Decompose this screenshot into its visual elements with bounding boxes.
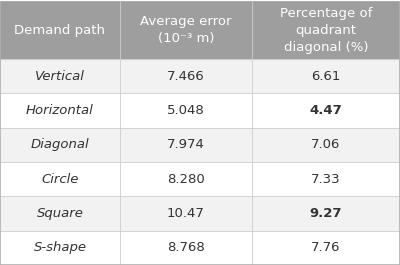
Text: 7.76: 7.76 bbox=[311, 241, 341, 254]
Text: 7.974: 7.974 bbox=[167, 138, 205, 151]
Text: S-shape: S-shape bbox=[34, 241, 86, 254]
Text: 9.27: 9.27 bbox=[310, 207, 342, 220]
Text: 10.47: 10.47 bbox=[167, 207, 205, 220]
Text: 7.466: 7.466 bbox=[167, 70, 205, 83]
Text: Square: Square bbox=[36, 207, 84, 220]
Text: 5.048: 5.048 bbox=[167, 104, 205, 117]
Text: Vertical: Vertical bbox=[35, 70, 85, 83]
Text: 4.47: 4.47 bbox=[310, 104, 342, 117]
Text: Demand path: Demand path bbox=[14, 24, 106, 37]
Bar bbox=[0, 231, 400, 265]
Bar bbox=[0, 128, 400, 162]
Text: Average error
(10⁻³ m): Average error (10⁻³ m) bbox=[140, 15, 232, 45]
Bar bbox=[0, 162, 400, 196]
Text: Circle: Circle bbox=[41, 173, 79, 186]
Bar bbox=[0, 1, 400, 59]
Bar bbox=[0, 94, 400, 128]
Text: 7.06: 7.06 bbox=[311, 138, 341, 151]
Text: 8.768: 8.768 bbox=[167, 241, 205, 254]
Text: 7.33: 7.33 bbox=[311, 173, 341, 186]
Bar bbox=[0, 196, 400, 231]
Text: 6.61: 6.61 bbox=[311, 70, 341, 83]
Text: 8.280: 8.280 bbox=[167, 173, 205, 186]
Text: Diagonal: Diagonal bbox=[31, 138, 89, 151]
Text: Horizontal: Horizontal bbox=[26, 104, 94, 117]
Text: Percentage of
quadrant
diagonal (%): Percentage of quadrant diagonal (%) bbox=[280, 7, 372, 54]
Bar bbox=[0, 59, 400, 94]
